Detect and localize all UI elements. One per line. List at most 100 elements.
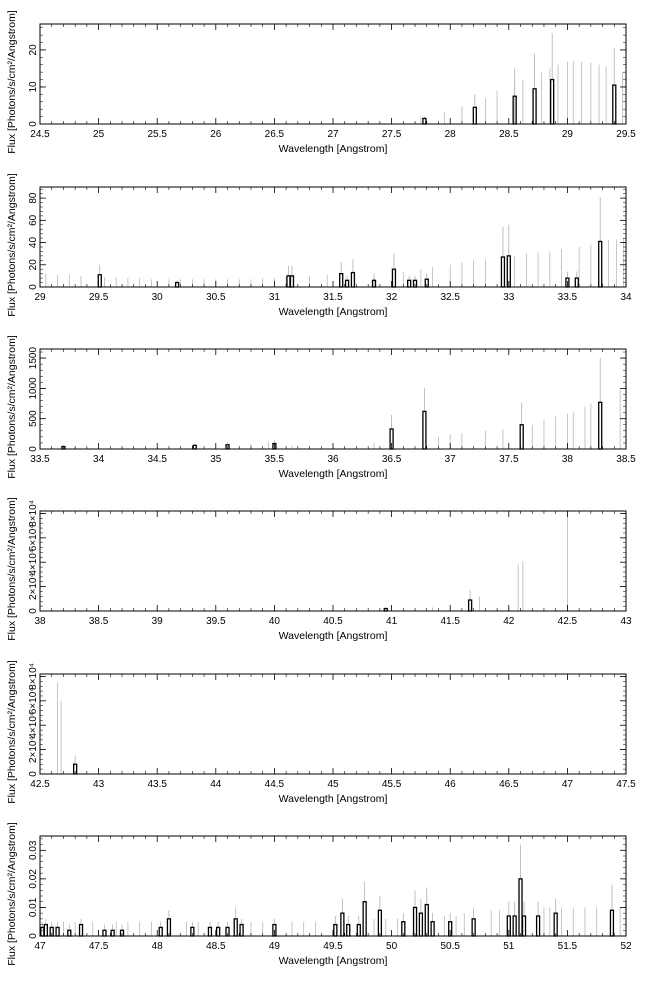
data-bar — [43, 923, 49, 937]
data-bar — [356, 923, 361, 937]
data-bar — [430, 921, 435, 937]
x-tick-label: 31 — [269, 292, 281, 303]
x-tick-label: 49.5 — [323, 941, 343, 952]
x-tick-label: 36.5 — [382, 454, 402, 465]
y-tick-label: 4×10⁴ — [28, 712, 39, 739]
x-tick-label: 29.5 — [89, 292, 109, 303]
y-tick-label: 8×10⁴ — [28, 663, 39, 690]
x-tick-label: 32 — [386, 292, 398, 303]
x-tick-label: 42.5 — [558, 616, 578, 627]
data-bar — [110, 929, 115, 937]
panel-2: 29 29.5 30 30.5 31 31.5 32 32.5 33 33.5 34 0 20 40 60 8… — [6, 173, 632, 318]
x-tick-label: 34 — [620, 292, 632, 303]
y-tick-label: 10 — [28, 81, 39, 93]
y-axis-label: Flux [Photons/s/cm²/Angstrom] — [6, 497, 18, 641]
data-bar — [239, 923, 244, 937]
x-tick-label: 47 — [34, 941, 46, 952]
y-axis-label: Flux [Photons/s/cm²/Angstrom] — [6, 10, 18, 154]
data-bar — [339, 273, 344, 288]
y-tick-label: 80 — [28, 192, 39, 204]
panel-3: 33.5 34 34.5 35 35.5 36 36.5 37 37.5 38 38.5 0 500 10… — [6, 335, 636, 480]
data-bar — [377, 909, 383, 937]
y-tick-label: 0.03 — [28, 840, 39, 860]
data-bar — [512, 915, 517, 937]
data-bar — [609, 909, 615, 937]
x-tick-label: 47.5 — [89, 941, 109, 952]
x-tick-label: 45 — [327, 779, 339, 790]
y-tick-label: 0 — [28, 446, 39, 452]
x-tick-label: 32.5 — [440, 292, 460, 303]
x-tick-label: 38 — [34, 616, 46, 627]
x-tick-label: 46 — [445, 779, 457, 790]
x-tick-label: 43 — [620, 616, 632, 627]
x-tick-label: 46.5 — [499, 779, 519, 790]
data-bar — [532, 88, 537, 125]
plot-frame — [39, 673, 627, 775]
x-tick-label: 48 — [152, 941, 164, 952]
data-bar — [362, 901, 367, 937]
x-tick-label: 39.5 — [206, 616, 226, 627]
x-tick-label: 35 — [210, 454, 222, 465]
data-bar — [286, 275, 291, 288]
x-tick-label: 44 — [210, 779, 222, 790]
x-tick-label: 36 — [327, 454, 339, 465]
x-tick-label: 28 — [445, 129, 457, 140]
x-tick-label: 50.5 — [440, 941, 460, 952]
y-tick-label: 0.02 — [28, 869, 39, 889]
x-tick-label: 38.5 — [89, 616, 109, 627]
x-tick-label: 40.5 — [323, 616, 343, 627]
data-bar — [192, 444, 197, 450]
x-axis-label: Wavelength [Angstrom] — [279, 955, 388, 967]
y-tick-label: 1000 — [28, 377, 39, 400]
x-tick-label: 41 — [386, 616, 398, 627]
data-bar — [233, 918, 238, 937]
y-tick-label: 500 — [28, 410, 39, 427]
data-bar — [535, 915, 541, 937]
y-tick-label: 2×10⁴ — [28, 736, 39, 763]
data-bar — [391, 268, 397, 288]
x-tick-label: 29.5 — [616, 129, 636, 140]
y-tick-label: 2×10⁴ — [28, 573, 39, 600]
y-tick-label: 6×10⁴ — [28, 524, 39, 551]
data-bar — [158, 926, 163, 937]
x-tick-label: 51.5 — [558, 941, 578, 952]
x-tick-label: 27.5 — [382, 129, 402, 140]
x-tick-label: 37.5 — [499, 454, 519, 465]
panel-4: 38 38.5 39 39.5 40 40.5 41 41.5 42 42.5 43 0 2×10⁴4×… — [6, 497, 632, 642]
y-tick-label: 0 — [28, 284, 39, 290]
x-axis-label: Wavelength [Angstrom] — [279, 630, 388, 642]
plot-frame — [39, 23, 627, 125]
y-tick-label: 4×10⁴ — [28, 549, 39, 576]
data-bar — [612, 84, 617, 125]
data-bar — [574, 277, 579, 288]
y-tick-label: 0 — [28, 933, 39, 939]
data-bar — [174, 281, 180, 288]
panel-5: 42.5 43 43.5 44 44.5 45 45.5 46 46.5 47 47.5 0 2×10⁴… — [6, 660, 636, 805]
data-bar — [289, 275, 295, 288]
data-bar — [550, 78, 555, 125]
x-tick-label: 40 — [269, 616, 281, 627]
x-tick-label: 26 — [210, 129, 222, 140]
x-tick-label: 33.5 — [30, 454, 50, 465]
x-tick-label: 49 — [269, 941, 281, 952]
x-tick-label: 51 — [503, 941, 515, 952]
x-tick-label: 34.5 — [147, 454, 167, 465]
data-bar — [598, 401, 603, 450]
data-bar — [521, 915, 527, 937]
x-tick-label: 29 — [562, 129, 574, 140]
x-tick-label: 38.5 — [616, 454, 636, 465]
x-tick-label: 39 — [152, 616, 164, 627]
x-tick-label: 37 — [445, 454, 457, 465]
y-tick-label: 0 — [28, 121, 39, 127]
panel-6: 47 47.5 48 48.5 49 49.5 50 50.5 51 51.5 52 0 0.01 0.0… — [6, 822, 632, 967]
data-bar — [350, 271, 356, 288]
data-bar — [340, 912, 345, 937]
y-tick-label: 1500 — [28, 347, 39, 370]
x-tick-label: 52 — [620, 941, 632, 952]
x-tick-label: 24.5 — [30, 129, 50, 140]
y-axis-label: Flux [Photons/s/cm²/Angstrom] — [6, 173, 18, 317]
x-tick-label: 35.5 — [265, 454, 285, 465]
panel-1: 24.5 25 25.5 26 26.5 27 27.5 28 28.5 29 29.5 0 10 20 W… — [6, 10, 636, 155]
plot-frame — [39, 348, 627, 450]
